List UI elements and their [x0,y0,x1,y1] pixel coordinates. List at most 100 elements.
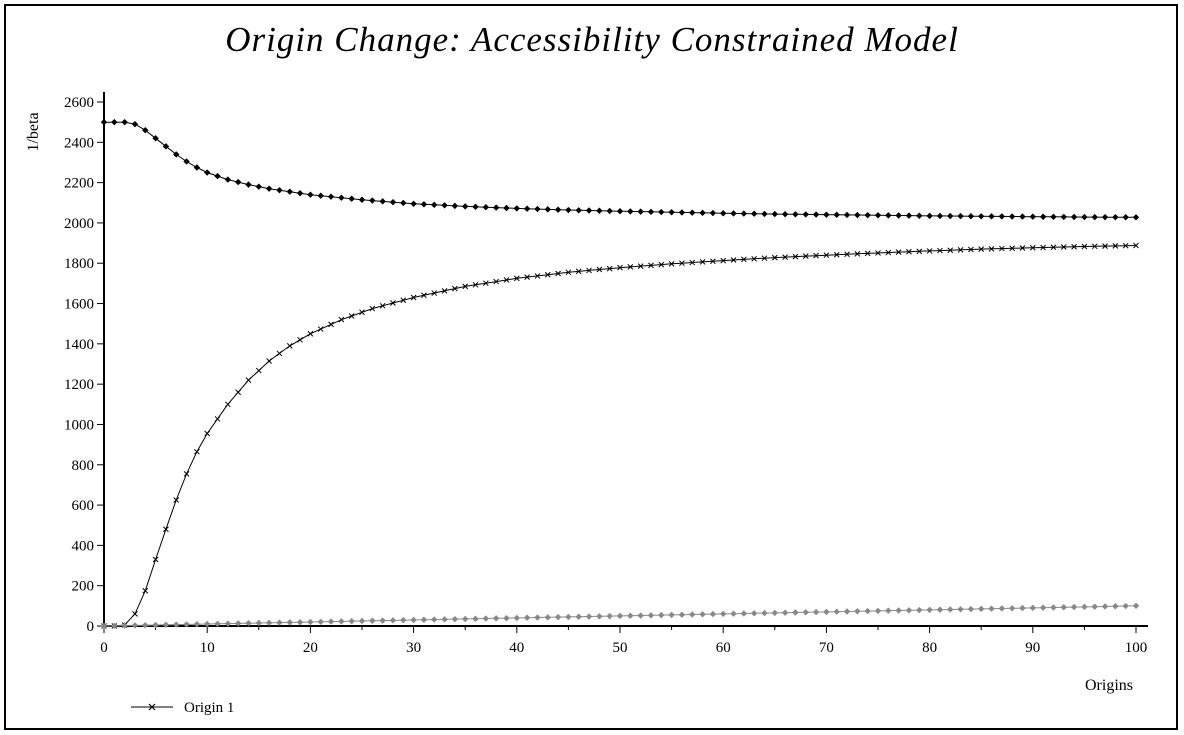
data-point [978,246,985,252]
data-point [606,207,613,215]
data-point [1019,604,1026,612]
chart-title: Origin Change: Accessibility Constrained… [225,20,959,59]
data-point [1040,244,1046,251]
data-point [523,614,531,621]
data-point [472,203,479,210]
series-2 [100,118,1140,221]
data-point [895,607,902,614]
data-point [286,188,293,195]
data-point [668,611,675,619]
data-point [875,250,881,256]
data-point [874,212,882,219]
data-point [317,192,324,199]
data-point [307,330,314,337]
data-point [132,611,138,617]
series-line [104,121,1137,218]
data-point [947,247,954,254]
data-point [348,195,355,202]
data-point [575,207,582,214]
data-point [916,248,923,255]
data-point [472,615,479,622]
data-point [1132,602,1140,610]
data-point [585,207,593,214]
data-point [173,151,180,158]
data-point [348,617,355,625]
data-point [565,206,572,214]
data-point [596,613,603,620]
data-point [379,617,386,624]
x-tick-label: 30 [406,640,421,656]
data-point [575,268,582,275]
data-point [224,401,231,408]
data-point [709,209,717,217]
data-point [276,619,283,626]
data-point [647,208,655,216]
data-point [462,615,469,623]
data-point [534,205,541,213]
data-point [926,606,933,614]
data-point [1050,604,1057,611]
data-point [1081,243,1088,250]
data-point [131,120,139,128]
x-tick-label: 80 [922,640,937,656]
data-point [947,212,954,220]
data-point [864,607,871,615]
data-point [1112,243,1119,249]
data-point [658,611,665,619]
data-point [833,251,840,258]
data-point [503,614,510,622]
data-point [534,614,541,621]
data-point [493,278,500,285]
data-point [400,616,407,624]
data-point [297,336,303,343]
data-point [482,615,490,622]
data-point [441,202,448,209]
data-point [544,614,551,621]
data-point [389,617,397,624]
data-point [358,196,366,203]
data-point [276,186,283,194]
data-point [131,622,139,629]
data-point [1060,604,1067,611]
data-point [173,621,180,628]
legend-label-origin-1: Origin 1 [184,700,234,716]
data-point [854,608,861,615]
data-point [265,185,273,192]
y-axis-label: 1/beta [25,112,42,151]
data-point [327,193,335,200]
data-point [1081,603,1088,611]
data-point [813,252,819,259]
data-point [689,259,696,266]
data-point [864,211,871,219]
data-point [771,210,778,218]
data-point [431,616,438,623]
data-point [1133,242,1139,249]
data-point [916,606,923,614]
data-point [255,367,262,374]
x-tick-label: 50 [613,640,628,656]
data-point [988,213,995,220]
data-point [844,251,850,258]
data-point [1039,213,1047,220]
data-point [265,619,273,626]
data-point [637,208,644,215]
data-point [245,619,252,627]
data-point [235,389,242,396]
data-point [379,198,386,205]
y-tick-label: 600 [72,498,95,514]
data-point [699,259,706,265]
data-point [224,176,232,183]
data-point [224,620,232,627]
data-point [420,616,428,623]
data-point [885,249,892,256]
data-point [152,556,159,563]
data-point [679,260,685,267]
data-point [1050,213,1057,221]
data-point [513,205,520,212]
data-point [1060,244,1067,250]
data-point [142,127,149,134]
data-point [936,606,944,613]
data-point [255,183,262,190]
legend: Origin 1 [131,700,234,716]
data-point [513,614,520,622]
